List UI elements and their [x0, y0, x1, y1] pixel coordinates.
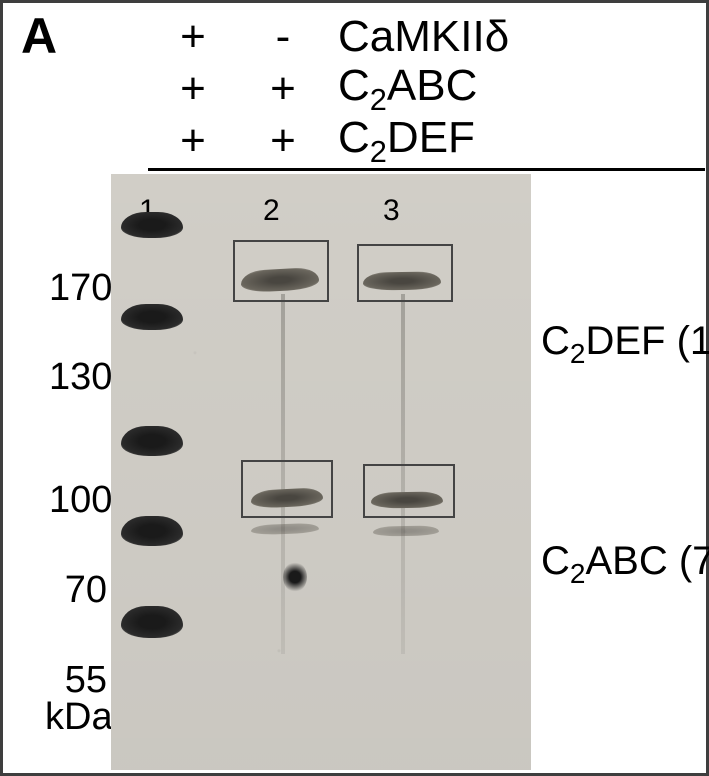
annot-c2abc: C2ABC (70 kDa) [541, 539, 709, 590]
ladder-band [121, 606, 183, 638]
excision-box [363, 464, 455, 518]
cond-lane3-camkii: - [238, 12, 328, 62]
ladder-band [121, 212, 183, 238]
cond-lane3-c2abc: + [238, 64, 328, 114]
ladder-170: 170 [49, 267, 107, 310]
gel-figure: 170 130 100 70 55 kDa 1 2 3 C2DEF (118 k… [51, 174, 709, 770]
condition-row-c2def: + + C2DEF [148, 115, 705, 167]
condition-row-camkii: + - CaMKIIδ [148, 11, 705, 63]
ladder-70: 70 [49, 569, 107, 612]
condition-table: + - CaMKIIδ + + C2ABC + + C2DEF [148, 11, 705, 171]
cond-label-camkii: CaMKIIδ [328, 12, 705, 62]
annot-c2def: C2DEF (118 kDa) [541, 319, 709, 370]
cond-lane2-c2abc: + [148, 64, 238, 114]
cond-lane2-c2def: + [148, 116, 238, 166]
cond-lane2-camkii: + [148, 12, 238, 62]
lane-number-3: 3 [383, 194, 400, 228]
kda-unit: kDa [45, 696, 113, 739]
ladder-band [121, 304, 183, 330]
cond-label-c2def: C2DEF [328, 113, 705, 170]
ladder-band [121, 516, 183, 546]
cond-lane3-c2def: + [238, 116, 328, 166]
panel-label: A [21, 7, 57, 65]
cond-label-c2abc: C2ABC [328, 61, 705, 118]
gel-image: 1 2 3 [111, 174, 531, 770]
excision-box [241, 460, 333, 518]
sample-band [373, 525, 439, 536]
lane-number-2: 2 [263, 194, 280, 228]
excision-box [357, 244, 453, 302]
ladder-100: 100 [49, 479, 107, 522]
excision-box [233, 240, 329, 302]
dye-blob [283, 562, 307, 592]
ladder-band [121, 426, 183, 456]
ladder-130: 130 [49, 356, 107, 399]
sample-band [251, 523, 319, 535]
condition-row-c2abc: + + C2ABC [148, 63, 705, 115]
